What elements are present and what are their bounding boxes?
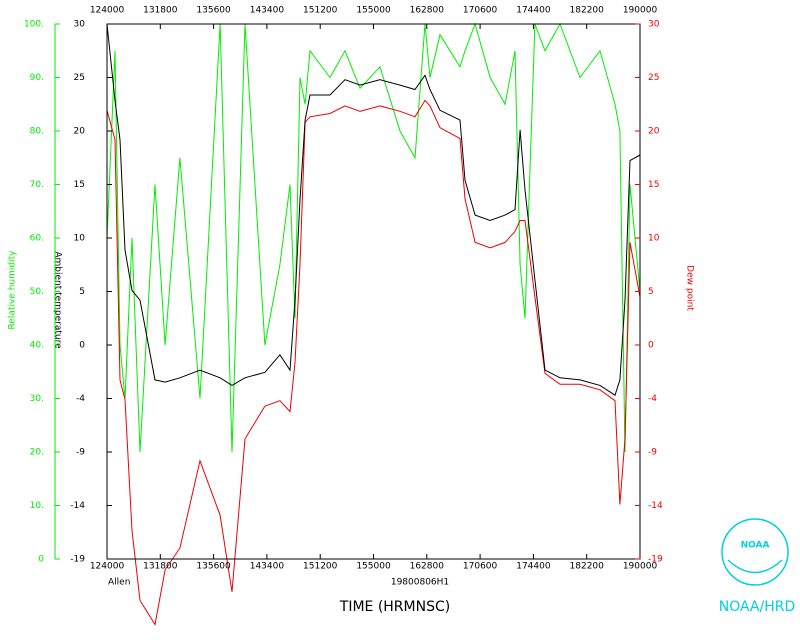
x-tick-label: 170600 [463, 562, 498, 572]
logo-wave [727, 559, 783, 574]
series-line [106, 22, 641, 453]
x-top-tick-label: 170600 [463, 6, 498, 16]
y2-tick-label: -19 [648, 555, 663, 565]
x-tick-label: 135600 [196, 562, 231, 572]
x-tick-label: 124000 [90, 562, 125, 572]
y-tick-label: 0 [79, 341, 85, 351]
x-top-tick-label: 182200 [570, 6, 605, 16]
y2-tick-label: 5 [648, 287, 654, 297]
y3-tick-label: 90. [30, 73, 44, 83]
y-tick-label: 5 [79, 287, 85, 297]
x-top-tick-label: 190000 [623, 6, 658, 16]
y3-tick-label: 100. [24, 20, 44, 30]
y2-tick-label: 25 [648, 73, 659, 83]
y2-tick-label: -9 [648, 448, 657, 458]
y3-tick-label: 30. [30, 394, 44, 404]
x-tick-label: 190000 [623, 562, 658, 572]
y3-axis-title: Relative humidity [8, 250, 18, 330]
logo-circle [721, 518, 789, 586]
x-top-tick-label: 155000 [356, 6, 391, 16]
y3-tick-label: 20. [30, 448, 44, 458]
y3-tick-label: 10. [30, 501, 44, 511]
x-tick-label: 143400 [250, 562, 285, 572]
y3-tick-label: 60. [30, 234, 44, 244]
x-tick-label: 131800 [143, 562, 178, 572]
y-tick-label: 15 [74, 180, 85, 190]
y3-tick-label: 80. [30, 127, 44, 137]
y2-tick-label: 10 [648, 234, 660, 244]
flight-id: 19800806H1 [391, 578, 449, 588]
x-tick-label: 151200 [303, 562, 338, 572]
y-tick-label: -14 [70, 501, 85, 511]
y-tick-label: 30 [74, 20, 86, 30]
y2-tick-label: 20 [648, 127, 660, 137]
y-tick-label: 20 [74, 127, 86, 137]
x-tick-label: 155000 [356, 562, 391, 572]
x-tick-label: 174400 [516, 562, 551, 572]
y2-tick-label: 15 [648, 180, 659, 190]
x-top-tick-label: 174400 [516, 6, 551, 16]
y3-tick-label: 0 [38, 555, 44, 565]
y-tick-label: -9 [76, 448, 85, 458]
y2-tick-label: 0 [648, 341, 654, 351]
logo-text: NOAA [741, 541, 770, 551]
y-tick-label: 25 [74, 73, 85, 83]
series-line [106, 99, 641, 626]
x-top-tick-label: 124000 [90, 6, 125, 16]
y2-tick-label: -14 [648, 501, 663, 511]
series-line [106, 23, 641, 396]
x-tick-label: 162800 [410, 562, 445, 572]
x-top-tick-label: 151200 [303, 6, 338, 16]
x-top-tick-label: 143400 [250, 6, 285, 16]
x-top-tick-label: 135600 [196, 6, 231, 16]
y3-tick-label: 70. [30, 180, 44, 190]
y3-tick-label: 40. [30, 341, 44, 351]
x-axis-title: TIME (HRMNSC) [339, 599, 450, 615]
y2-axis-title: Dew point [685, 265, 695, 311]
x-top-tick-label: 162800 [410, 6, 445, 16]
storm-name: Allen [108, 578, 130, 588]
x-tick-label: 182200 [570, 562, 605, 572]
y-axis-title: Ambient temperature [53, 251, 63, 349]
agency: NOAA/HRD [719, 599, 796, 615]
y2-tick-label: -4 [648, 394, 657, 404]
y-tick-label: -4 [76, 394, 85, 404]
y3-tick-label: 50. [30, 287, 44, 297]
plot-area [106, 22, 641, 626]
x-top-tick-label: 131800 [143, 6, 178, 16]
y-tick-label: -19 [70, 555, 85, 565]
y2-tick-label: 30 [648, 20, 660, 30]
y-tick-label: 10 [74, 234, 86, 244]
